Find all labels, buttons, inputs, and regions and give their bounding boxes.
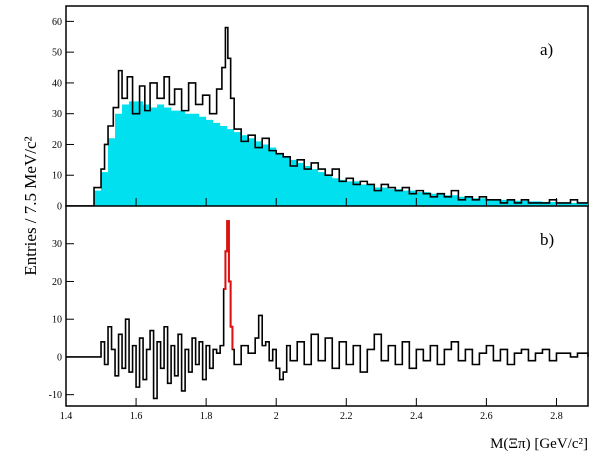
y-axis-title: Entries / 7.5 MeV/c² <box>21 136 40 275</box>
x-tick-label: 2.2 <box>340 411 353 422</box>
x-tick-label: 2.8 <box>550 411 563 422</box>
panel-b-label: b) <box>540 230 554 249</box>
x-axis-title: M(Ξπ) [GeV/c²] <box>490 436 588 452</box>
y-tick-label-a: 0 <box>57 202 62 213</box>
panel-b: -10 0 10 20 30 1.4 1.6 1.8 2 2.2 2.4 2.6 2.8 b) <box>49 198 589 422</box>
y-tick-label-a: 40 <box>52 78 62 89</box>
y-tick-label-a: 30 <box>52 109 62 120</box>
x-tick-label: 2.6 <box>480 411 493 422</box>
y-tick-label-b: 0 <box>57 352 62 363</box>
y-tick-label-a: 10 <box>52 171 62 182</box>
x-tick-label: 1.4 <box>60 411 73 422</box>
panel-a-label: a) <box>540 40 553 59</box>
y-ticks-a: 0 10 20 30 40 50 60 <box>52 17 74 213</box>
x-tick-label: 2 <box>274 411 279 422</box>
x-tick-label: 2.4 <box>410 411 423 422</box>
x-tick-label: 1.8 <box>200 411 213 422</box>
y-tick-label-b: 10 <box>52 315 62 326</box>
x-tick-label: 1.6 <box>130 411 143 422</box>
y-tick-label-a: 60 <box>52 17 62 28</box>
data-histogram-a <box>66 26 588 207</box>
signal-peak <box>223 220 234 350</box>
x-ticks: 1.4 1.6 1.8 2 2.2 2.4 2.6 2.8 <box>60 198 563 422</box>
panel-b-frame <box>65 205 589 407</box>
y-tick-label-b: 20 <box>52 277 62 288</box>
y-tick-label-b: -10 <box>49 390 62 401</box>
y-tick-label-a: 20 <box>52 140 62 151</box>
data-histogram-b <box>66 220 589 400</box>
background-fill <box>66 101 588 206</box>
panel-a: 0 10 20 30 40 50 60 a) <box>52 5 589 213</box>
y-tick-label-b: 30 <box>52 239 62 250</box>
y-ticks-b: -10 0 10 20 30 <box>49 239 74 401</box>
y-tick-label-a: 50 <box>52 48 62 59</box>
